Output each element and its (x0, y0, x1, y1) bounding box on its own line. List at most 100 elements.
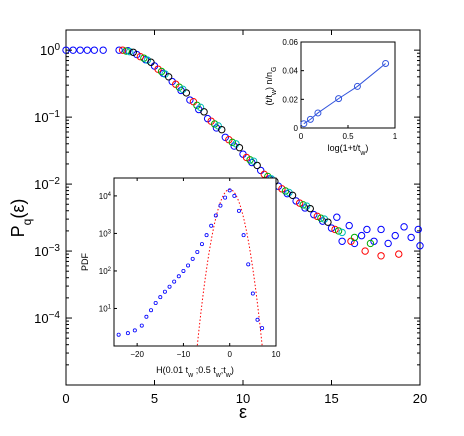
main-data-point (115, 46, 123, 54)
inset-pdf-data-point (246, 262, 251, 267)
main-data-point (288, 191, 297, 200)
main-data-point (212, 124, 221, 132)
main-x-tick-label: 15 (324, 391, 338, 406)
inset-top-data-point (300, 120, 308, 128)
main-data-point (377, 252, 385, 260)
main-data-point (246, 156, 254, 164)
inset-pdf-data-point (250, 291, 255, 296)
main-data-point (416, 242, 424, 250)
inset-top-x-tick-label: 1 (393, 132, 398, 141)
inset-pdf-data-point (181, 268, 186, 273)
main-data-point (129, 48, 137, 56)
main-data-point (324, 218, 332, 226)
inset-pdf-data-point (153, 300, 158, 305)
main-data-point (126, 47, 134, 56)
main-x-tick-label: 10 (236, 391, 250, 406)
inset-pdf-data-point (186, 263, 191, 268)
inset-top-y-tick-label: 0.06 (282, 38, 298, 47)
main-data-point (338, 228, 346, 237)
inset-top-data-point (335, 95, 343, 103)
main-data-point (334, 227, 343, 235)
main-data-point (90, 46, 99, 54)
main-markers (62, 46, 424, 260)
inset-pdf-y-tick-label: 104 (99, 192, 112, 201)
main-data-point (295, 199, 304, 207)
inset-pdf-data-point (116, 332, 121, 337)
main-data-point (83, 46, 91, 54)
inset-pdf-x-tick-label: −20 (130, 350, 144, 359)
main-data-point (327, 224, 336, 232)
main-data-point (299, 201, 307, 209)
inset-pdf-data-point (190, 256, 195, 261)
main-x-tick-label: 20 (413, 391, 427, 406)
main-data-point (338, 237, 346, 245)
main-data-point (350, 233, 359, 242)
inset-top-data-point (314, 109, 322, 117)
main-data-point (210, 120, 219, 128)
inset-pdf-gaussian-fit (196, 188, 263, 346)
inset-top-data-point (353, 82, 361, 90)
main-data-point (395, 250, 403, 258)
inset-pdf-y-tick-label: 102 (99, 267, 112, 276)
inset-top-data-point (306, 115, 314, 123)
inset-pdf-data-point (209, 223, 214, 228)
inset-pdf-data-point (223, 195, 228, 200)
inset-top-plot (300, 60, 390, 128)
main-data-point (76, 46, 84, 54)
main-data-point (357, 231, 366, 240)
inset-pdf-data-point (158, 295, 163, 300)
inset-top-x-ticks: 0 0.5 1 (299, 125, 398, 141)
inset-top-line (303, 63, 386, 125)
main-data-point (361, 247, 369, 255)
inset-pdf-data-point (241, 233, 246, 238)
inset-pdf-data-point (218, 203, 223, 208)
main-data-point (200, 108, 208, 116)
main-data-point (164, 73, 173, 81)
main-data-point (230, 142, 238, 150)
inset-pdf-data-point (172, 279, 177, 284)
inset-pdf-data-point (139, 323, 144, 328)
inset-pdf-frame (113, 177, 277, 347)
inset-top-x-tick-label: 0 (299, 132, 304, 141)
inset-pdf-data-point (167, 284, 172, 289)
main-data-point (384, 239, 392, 248)
inset-pdf-data-point (176, 274, 181, 279)
main-data-point (186, 96, 194, 104)
inset-pdf-data-point (144, 314, 149, 319)
inset-pdf-data-point (125, 331, 130, 336)
inset-top-y-tick-label: 0 (294, 124, 299, 133)
inset-pdf-x-ticks: −20 −10 0 10 (130, 178, 281, 359)
main-data-point (414, 225, 422, 234)
inset-top-y-ticks: 0 0.02 0.04 0.06 (282, 38, 304, 133)
inset-pdf-data-point (232, 193, 237, 198)
main-data-point (182, 89, 191, 97)
main-data-point (196, 103, 205, 112)
main-data-point (407, 233, 415, 242)
inset-pdf-y-tick-label: 101 (99, 304, 112, 313)
inset-pdf-data-point (260, 326, 265, 331)
main-data-point (147, 58, 155, 66)
main-x-tick-label: 5 (151, 391, 158, 406)
main-data-point (377, 225, 385, 234)
main-data-point (218, 125, 226, 134)
main-data-point (400, 223, 408, 231)
inset-pdf-y-tick-label: 103 (99, 229, 112, 238)
main-x-axis-title: ε (239, 402, 247, 422)
inset-pdf-data-point (255, 317, 260, 322)
inset-pdf-data-point (195, 249, 200, 254)
inset-top-x-tick-label: 0.5 (342, 132, 354, 141)
main-data-point (313, 212, 322, 221)
inset-pdf-markers (116, 188, 265, 337)
main-data-point (310, 210, 318, 219)
inset-pdf-data-point (236, 208, 241, 213)
main-x-tick-label: 0 (62, 391, 69, 406)
inset-pdf-x-tick-label: 10 (272, 350, 281, 359)
inset-pdf-data-point (132, 328, 137, 333)
inset-top-data-point (382, 60, 390, 67)
main-data-point (366, 239, 375, 248)
main-data-point (363, 225, 371, 234)
inset-pdf-x-tick-label: −10 (177, 350, 191, 359)
inset-top-y-tick-label: 0.02 (282, 95, 298, 104)
